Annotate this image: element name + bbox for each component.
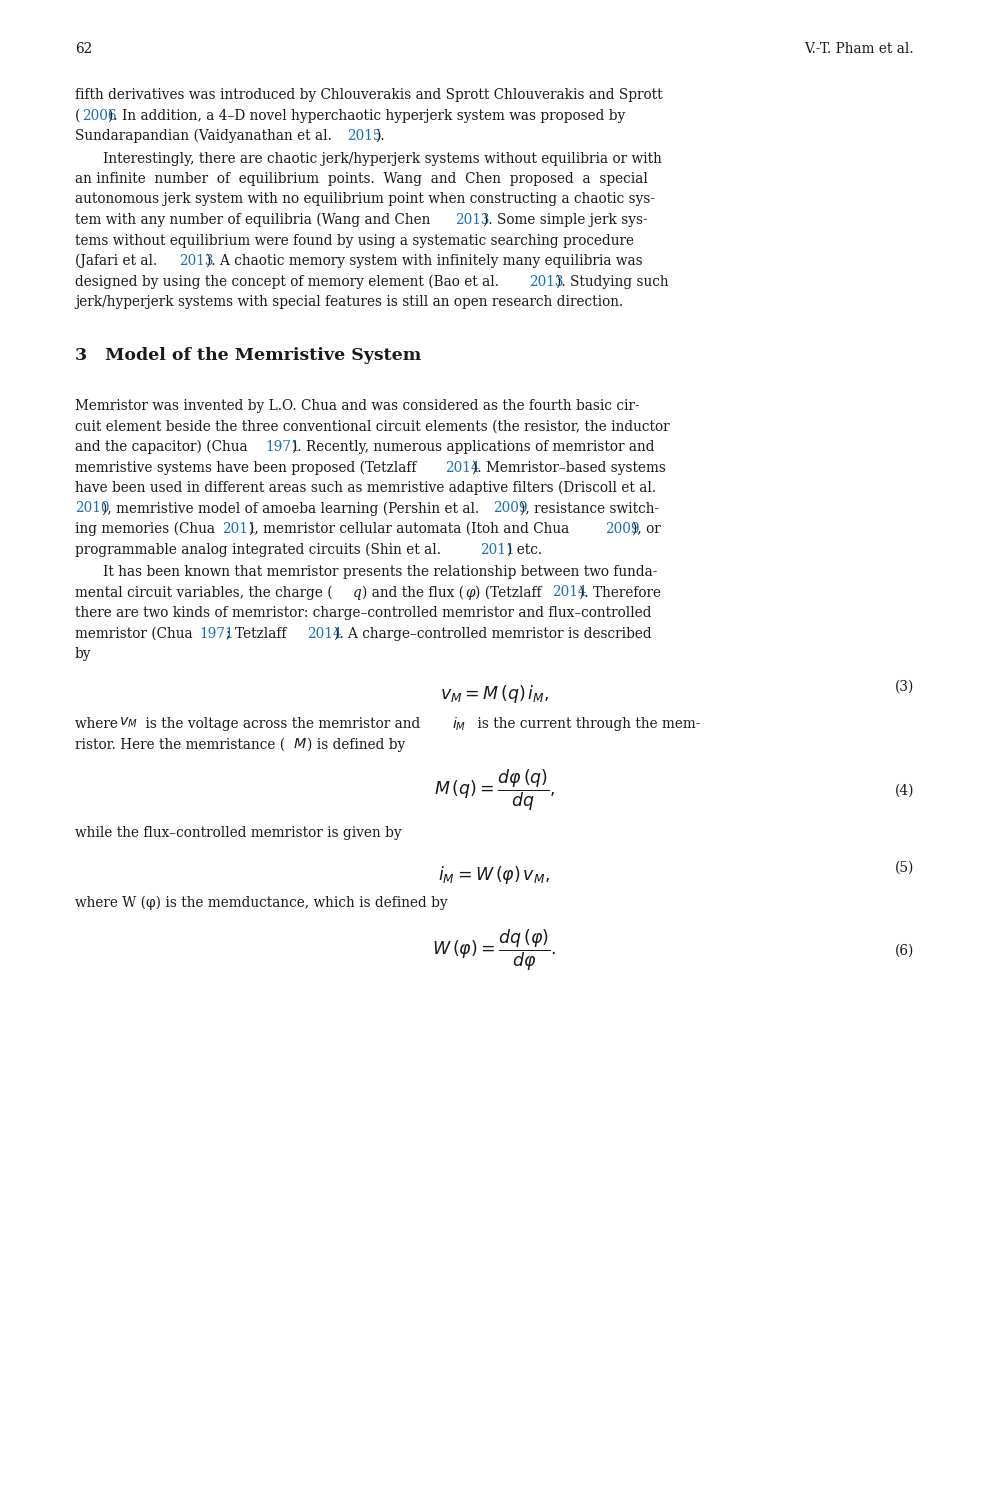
Text: ) etc.: ) etc. (507, 543, 542, 556)
Text: while the flux–controlled memristor is given by: while the flux–controlled memristor is g… (75, 825, 402, 840)
Text: $i_M = W\,(\varphi)\,v_M,$: $i_M = W\,(\varphi)\,v_M,$ (438, 864, 551, 885)
Text: $M\,(q) = \dfrac{d\varphi\,(q)}{dq},$: $M\,(q) = \dfrac{d\varphi\,(q)}{dq},$ (434, 768, 555, 813)
Text: $v_M = M\,(q)\,i_M,$: $v_M = M\,(q)\,i_M,$ (440, 682, 549, 705)
Text: designed by using the concept of memory element (Bao et al.: designed by using the concept of memory … (75, 274, 503, 290)
Text: 2006: 2006 (82, 108, 117, 123)
Text: $v_M$: $v_M$ (119, 716, 137, 730)
Text: ; Tetzlaff: ; Tetzlaff (226, 627, 291, 640)
Text: q: q (353, 585, 362, 600)
Text: ). A charge–controlled memristor is described: ). A charge–controlled memristor is desc… (334, 627, 652, 640)
Text: have been used in different areas such as memristive adaptive filters (Driscoll : have been used in different areas such a… (75, 482, 656, 495)
Text: 2014: 2014 (445, 460, 480, 474)
Text: $i_M$: $i_M$ (452, 716, 467, 734)
Text: Sundarapandian (Vaidyanathan et al.: Sundarapandian (Vaidyanathan et al. (75, 129, 336, 144)
Text: 2014: 2014 (307, 627, 341, 640)
Text: 1971: 1971 (265, 440, 300, 454)
Text: tems without equilibrium were found by using a systematic searching procedure: tems without equilibrium were found by u… (75, 234, 634, 248)
Text: φ: φ (465, 585, 475, 600)
Text: ), memristive model of amoeba learning (Pershin et al.: ), memristive model of amoeba learning (… (102, 501, 484, 516)
Text: programmable analog integrated circuits (Shin et al.: programmable analog integrated circuits … (75, 543, 445, 556)
Text: ) and the flux (: ) and the flux ( (362, 585, 464, 600)
Text: 2010: 2010 (75, 501, 110, 516)
Text: is the voltage across the memristor and: is the voltage across the memristor and (141, 717, 424, 730)
Text: (Jafari et al.: (Jafari et al. (75, 254, 161, 268)
Text: 1971: 1971 (199, 627, 233, 640)
Text: 2015: 2015 (347, 129, 382, 142)
Text: memristive systems have been proposed (Tetzlaff: memristive systems have been proposed (T… (75, 460, 420, 476)
Text: by: by (75, 646, 92, 662)
Text: ), resistance switch-: ), resistance switch- (520, 501, 659, 516)
Text: $M$: $M$ (293, 736, 307, 750)
Text: $W\,(\varphi) = \dfrac{dq\,(\varphi)}{d\varphi}.$: $W\,(\varphi) = \dfrac{dq\,(\varphi)}{d\… (432, 927, 557, 974)
Text: there are two kinds of memristor: charge–controlled memristor and flux–controlle: there are two kinds of memristor: charge… (75, 606, 652, 619)
Text: (4): (4) (894, 783, 914, 798)
Text: ). A chaotic memory system with infinitely many equilibria was: ). A chaotic memory system with infinite… (206, 254, 643, 268)
Text: 2013: 2013 (529, 274, 564, 288)
Text: (: ( (75, 108, 80, 123)
Text: jerk/hyperjerk systems with special features is still an open research direction: jerk/hyperjerk systems with special feat… (75, 296, 623, 309)
Text: and the capacitor) (Chua: and the capacitor) (Chua (75, 440, 252, 454)
Text: fifth derivatives was introduced by Chlouverakis and Sprott Chlouverakis and Spr: fifth derivatives was introduced by Chlo… (75, 88, 663, 102)
Text: ). Recently, numerous applications of memristor and: ). Recently, numerous applications of me… (292, 440, 655, 454)
Text: 62: 62 (75, 42, 92, 56)
Text: (5): (5) (895, 861, 914, 874)
Text: Memristor was invented by L.O. Chua and was considered as the fourth basic cir-: Memristor was invented by L.O. Chua and … (75, 399, 640, 412)
Text: (3): (3) (895, 680, 914, 694)
Text: ). Memristor–based systems: ). Memristor–based systems (472, 460, 666, 476)
Text: where: where (75, 717, 123, 730)
Text: cuit element beside the three conventional circuit elements (the resistor, the i: cuit element beside the three convention… (75, 420, 670, 434)
Text: (6): (6) (895, 944, 914, 957)
Text: 2014: 2014 (552, 585, 586, 600)
Text: 2011: 2011 (222, 522, 256, 536)
Text: 2009: 2009 (605, 522, 640, 536)
Text: ). Some simple jerk sys-: ). Some simple jerk sys- (483, 213, 648, 228)
Text: ), memristor cellular automata (Itoh and Chua: ), memristor cellular automata (Itoh and… (249, 522, 574, 536)
Text: 2009: 2009 (493, 501, 527, 516)
Text: an infinite  number  of  equilibrium  points.  Wang  and  Chen  proposed  a  spe: an infinite number of equilibrium points… (75, 172, 648, 186)
Text: memristor (Chua: memristor (Chua (75, 627, 197, 640)
Text: Interestingly, there are chaotic jerk/hyperjerk systems without equilibria or wi: Interestingly, there are chaotic jerk/hy… (103, 152, 662, 165)
Text: ristor. Here the memristance (: ristor. Here the memristance ( (75, 738, 285, 752)
Text: 2011: 2011 (480, 543, 514, 556)
Text: ). Therefore: ). Therefore (579, 585, 661, 600)
Text: V.-T. Pham et al.: V.-T. Pham et al. (804, 42, 914, 56)
Text: ). In addition, a 4–D novel hyperchaotic hyperjerk system was proposed by: ). In addition, a 4–D novel hyperchaotic… (108, 108, 625, 123)
Text: ), or: ), or (632, 522, 661, 536)
Text: ) (Tetzlaff: ) (Tetzlaff (475, 585, 546, 600)
Text: It has been known that memristor presents the relationship between two funda-: It has been known that memristor present… (103, 566, 658, 579)
Text: where W (φ) is the memductance, which is defined by: where W (φ) is the memductance, which is… (75, 896, 448, 910)
Text: ).: ). (375, 129, 385, 142)
Text: tem with any number of equilibria (Wang and Chen: tem with any number of equilibria (Wang … (75, 213, 435, 228)
Text: 3   Model of the Memristive System: 3 Model of the Memristive System (75, 346, 421, 364)
Text: 2013: 2013 (179, 254, 214, 268)
Text: is the current through the mem-: is the current through the mem- (473, 717, 700, 730)
Text: mental circuit variables, the charge (: mental circuit variables, the charge ( (75, 585, 332, 600)
Text: ) is defined by: ) is defined by (307, 738, 405, 752)
Text: 2013: 2013 (455, 213, 490, 226)
Text: ing memories (Chua: ing memories (Chua (75, 522, 220, 537)
Text: ). Studying such: ). Studying such (556, 274, 669, 290)
Text: autonomous jerk system with no equilibrium point when constructing a chaotic sys: autonomous jerk system with no equilibri… (75, 192, 655, 207)
